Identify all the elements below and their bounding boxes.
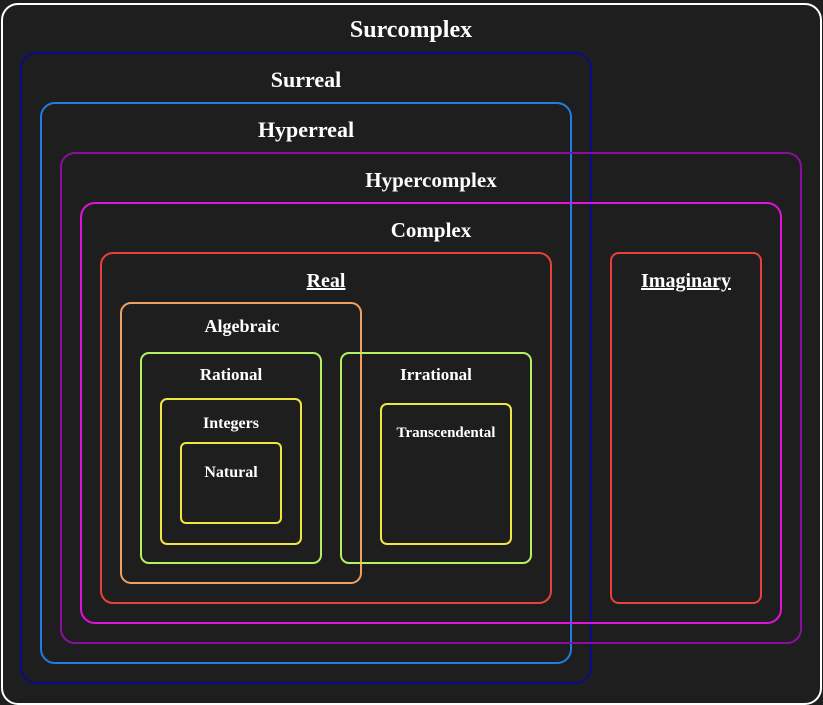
surreal-label: Surreal <box>271 67 341 92</box>
hypercomplex-box <box>60 152 802 644</box>
integers-label: Integers <box>203 415 259 432</box>
transcendental-label: Transcendental <box>397 425 496 441</box>
complex-label: Complex <box>391 218 472 242</box>
integers-box <box>160 398 302 545</box>
algebraic-box <box>120 302 362 584</box>
rational-label: Rational <box>200 365 263 384</box>
irrational-label: Irrational <box>400 365 472 384</box>
imaginary-label: Imaginary <box>641 270 731 292</box>
irrational-box <box>340 352 532 564</box>
real-box <box>100 252 552 604</box>
surcomplex-label: Surcomplex <box>350 17 472 43</box>
natural-label: Natural <box>204 464 258 481</box>
real-label: Real <box>307 270 346 292</box>
hyperreal-box <box>40 102 572 664</box>
natural-box <box>180 442 282 524</box>
imaginary-box <box>610 252 762 604</box>
transcendental-box <box>380 403 512 545</box>
algebraic-label: Algebraic <box>205 316 280 336</box>
hyperreal-label: Hyperreal <box>258 117 354 142</box>
hypercomplex-label: Hypercomplex <box>365 168 497 192</box>
complex-box <box>80 202 782 624</box>
rational-box <box>140 352 322 564</box>
surcomplex-box <box>1 3 822 705</box>
surreal-box <box>20 52 592 684</box>
